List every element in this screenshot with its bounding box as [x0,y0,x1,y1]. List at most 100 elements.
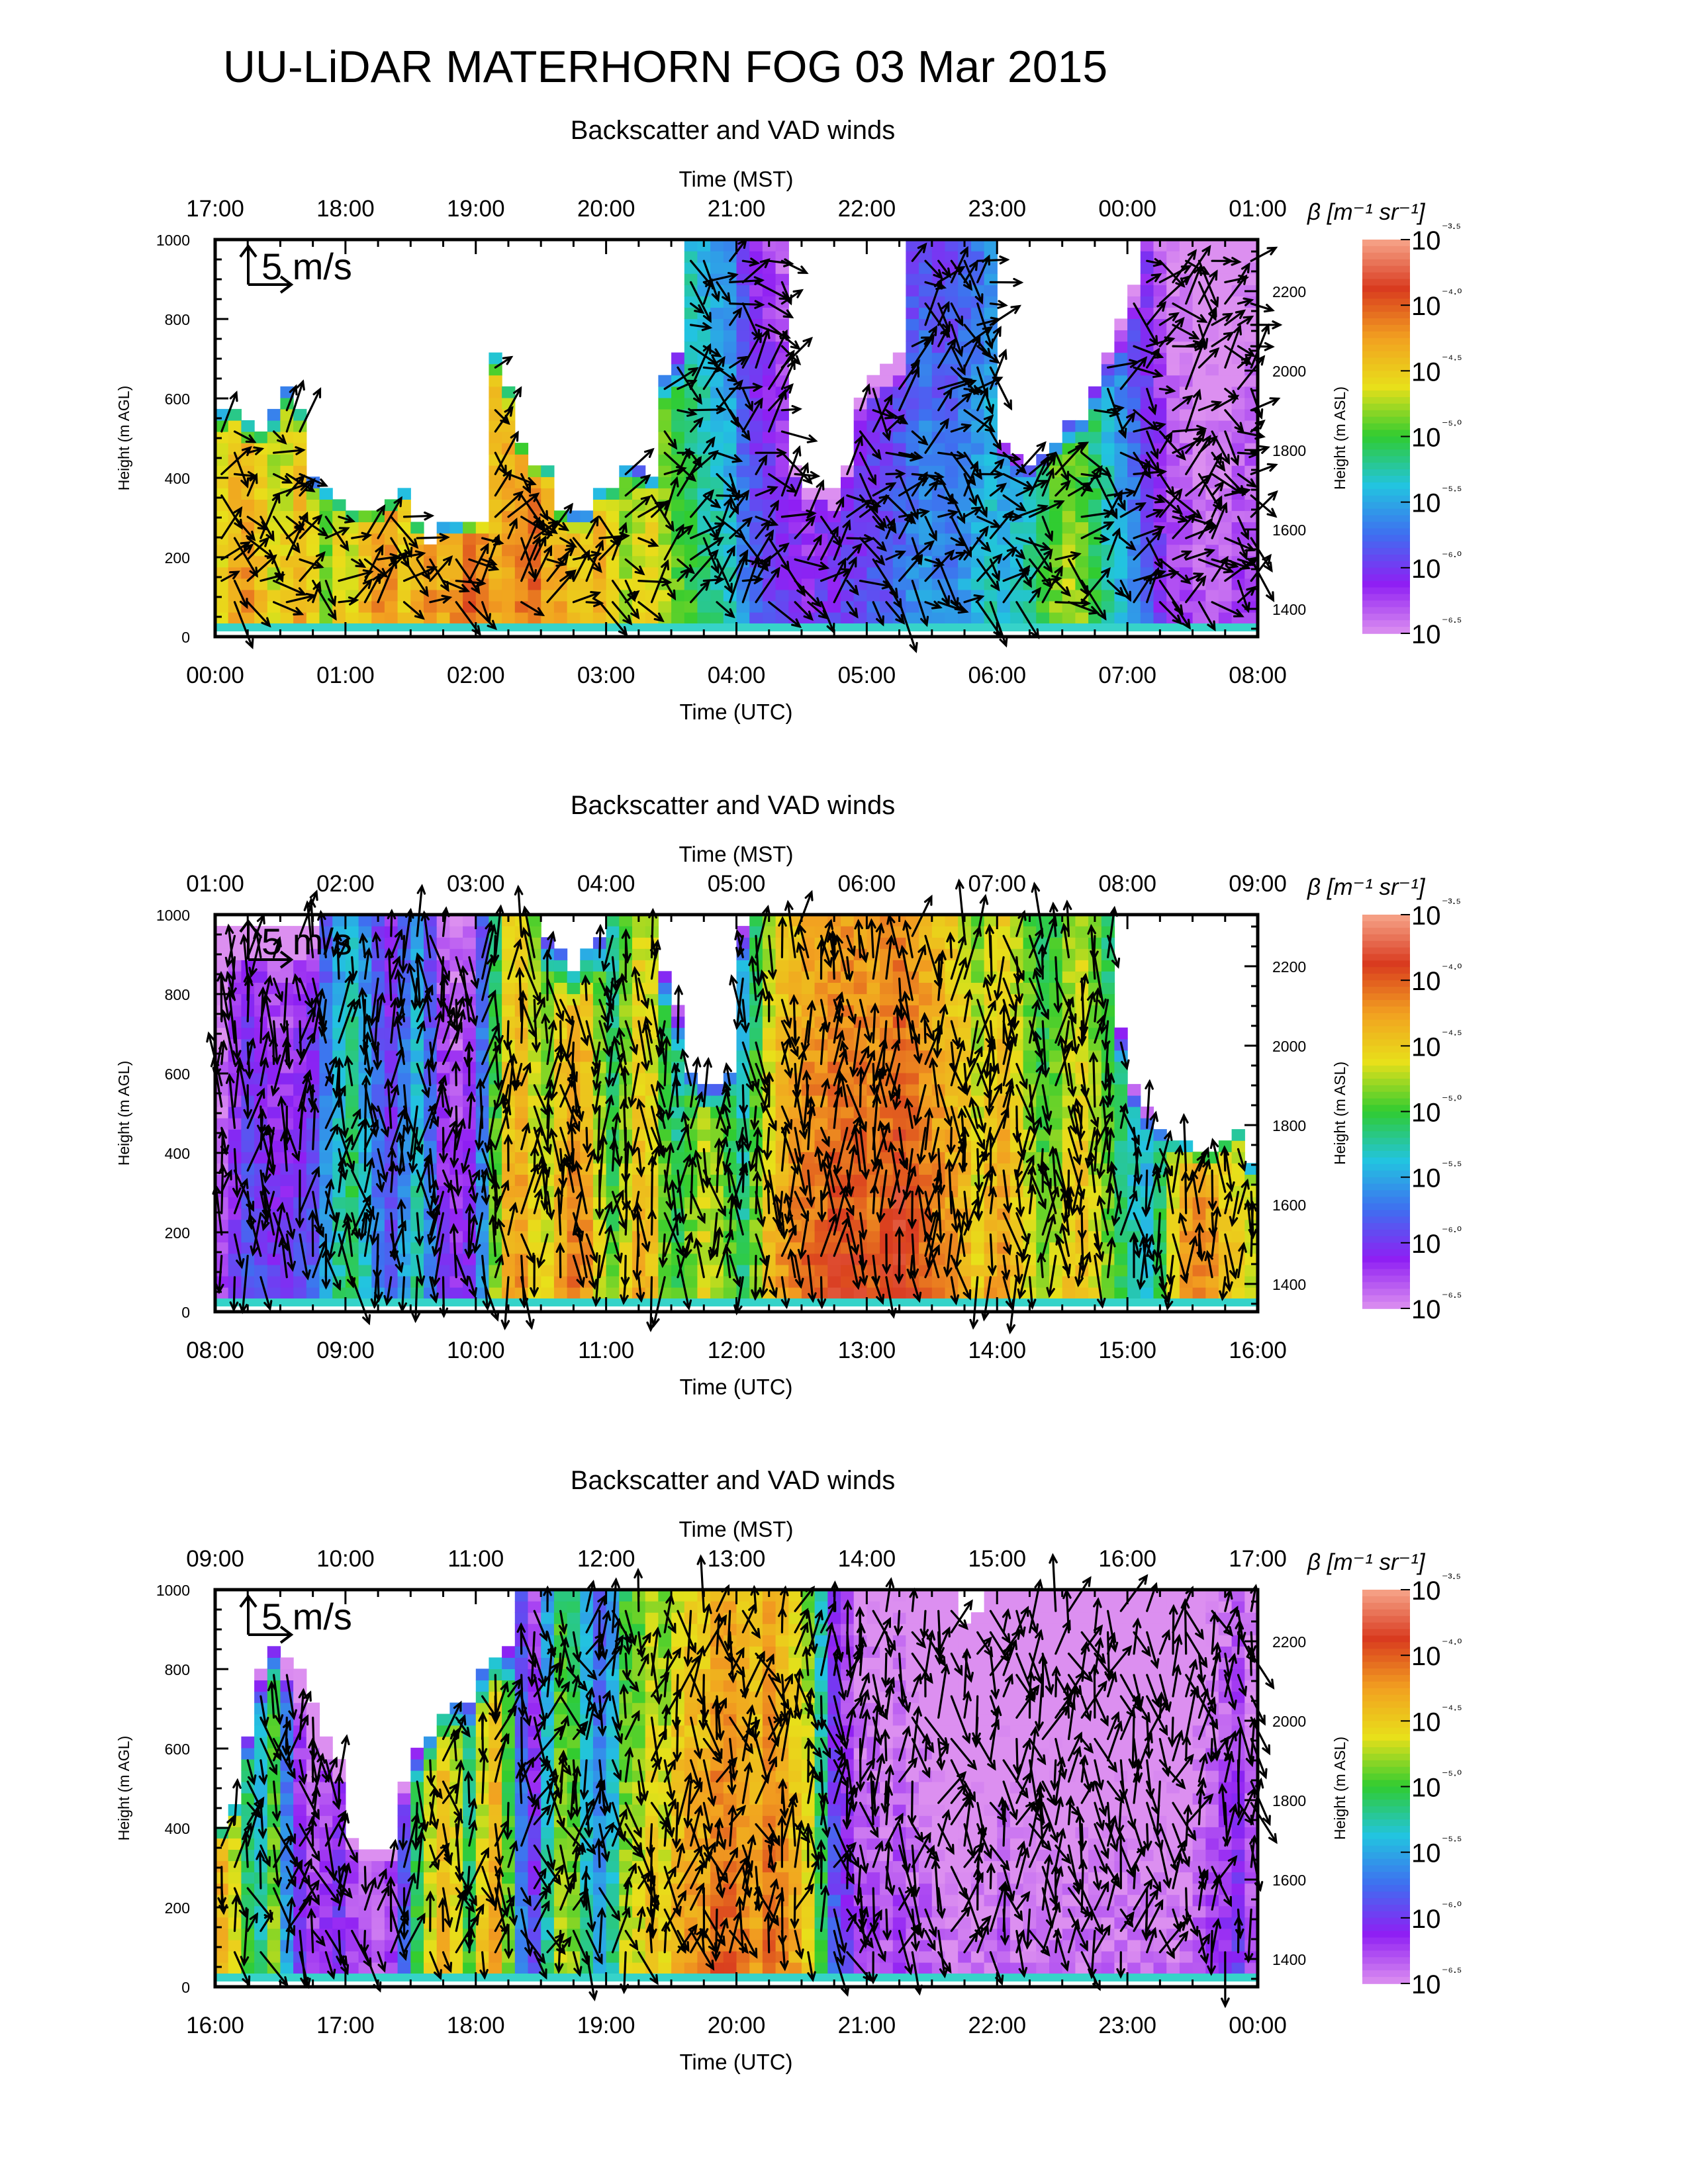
backscatter-cell [1101,363,1115,376]
backscatter-cell [1166,251,1180,263]
wind-arrow [494,470,512,497]
backscatter-cell [919,578,933,590]
backscatter-cell [567,510,581,523]
wind-arrowhead [876,541,887,552]
wind-arrow [520,473,531,493]
wind-arrow [442,580,469,592]
wind-arrowhead [565,546,576,557]
backscatter-cell [397,522,411,534]
wind-arrowhead [792,445,802,457]
colorbar-step [1362,535,1410,542]
backscatter-cell [1218,408,1233,421]
backscatter-cell [632,948,646,960]
backscatter-cell [267,465,281,477]
backscatter-cell [841,982,855,995]
backscatter-cell [502,555,516,568]
backscatter-cell [580,600,594,613]
backscatter-cell [502,1242,516,1254]
colorbar-step [1362,423,1410,431]
backscatter-cell [658,465,672,477]
wind-arrowhead [670,476,679,488]
backscatter-cell [970,443,985,455]
backscatter-cell [762,499,776,512]
backscatter-cell [241,567,255,579]
backscatter-cell [1192,465,1206,477]
agl-tick-label: 1000 [156,232,190,249]
backscatter-cell [514,1095,529,1107]
wind-arrow [481,601,491,623]
backscatter-cell [541,1005,555,1017]
backscatter-cell [475,1095,490,1107]
backscatter-cell [1218,363,1233,376]
backscatter-cell [1244,465,1258,477]
backscatter-cell [553,600,568,613]
backscatter-cell [658,454,672,466]
backscatter-cell [528,465,541,477]
backscatter-cell [241,499,255,512]
backscatter-cell [723,285,737,296]
backscatter-cell [514,1152,529,1163]
wind-arrow [377,497,402,539]
wind-arrow [246,537,269,561]
wind-arrow [716,498,731,539]
wind-arrow [233,516,256,541]
backscatter-cell [775,960,789,972]
backscatter-cell [762,1264,776,1277]
backscatter-cell [1192,612,1206,624]
wind-arrowhead [783,258,794,267]
backscatter-cell [710,612,724,624]
backscatter-cell [853,1197,867,1209]
wind-arrowhead [459,584,471,593]
backscatter-cell [514,589,529,602]
wind-arrowhead [790,355,802,366]
colorbar-step [1362,252,1410,260]
wind-arrow [729,356,747,369]
backscatter-cell [1101,443,1115,455]
backscatter-cell [919,262,933,274]
backscatter-cell [801,578,816,590]
backscatter-cell [293,1072,307,1085]
backscatter-cell [332,600,346,613]
wind-arrowhead [647,538,659,547]
wind-arrowhead [294,521,305,531]
backscatter-cell [541,1264,555,1277]
backscatter-cell [345,1027,359,1040]
wind-arrow [807,480,824,518]
backscatter-cell [749,454,763,466]
wind-arrow [859,384,870,412]
backscatter-cell [293,1287,307,1299]
backscatter-cell [293,408,307,421]
backscatter-cell [867,1219,880,1232]
backscatter-cell [906,1129,919,1141]
backscatter-cell [332,555,346,568]
wind-arrowhead [483,613,491,625]
wind-arrowhead [408,538,419,549]
backscatter-cell [853,1185,867,1198]
wind-arrowhead [547,520,559,530]
backscatter-cell [814,915,828,927]
backscatter-cell [880,1107,894,1118]
wind-arrow [702,437,716,454]
wind-arrowhead [245,638,254,650]
backscatter-cell [1192,589,1206,602]
wind-arrowhead [440,580,449,592]
backscatter-cell [306,544,320,557]
backscatter-cell [489,1016,502,1028]
backscatter-cell [619,567,633,579]
backscatter-cell [736,273,750,285]
wind-arrowhead [895,550,907,559]
wind-arrow [520,494,545,530]
backscatter-cell [241,1264,255,1277]
wind-arrow [363,574,381,604]
backscatter-cell [1075,432,1089,443]
backscatter-cell [1205,578,1219,590]
backscatter-cell [280,589,294,602]
backscatter-cell [919,499,933,512]
backscatter-cell [632,465,646,477]
wind-arrow [520,537,536,579]
backscatter-cell [319,499,333,512]
backscatter-cell [788,499,802,512]
backscatter-cell [1114,318,1128,331]
backscatter-cell [1062,432,1076,443]
backscatter-cell [541,1219,555,1232]
